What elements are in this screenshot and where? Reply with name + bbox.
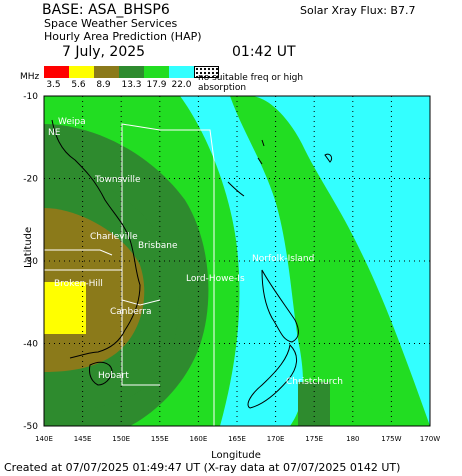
legend-level-3: 8.9 — [96, 80, 111, 90]
place-weipa: Weipa — [58, 117, 86, 127]
longitude-tick-labels: 140E 145E 150E 155E 160E 165E 170E 175E 180 175W 1… — [35, 435, 440, 443]
border-vic — [121, 300, 160, 386]
legend-swatch-1 — [44, 66, 69, 78]
state-borders — [44, 123, 215, 426]
place-townsville: Townsville — [94, 175, 141, 185]
contour-band-nz-dark — [298, 382, 330, 426]
place-ne: NE — [48, 128, 61, 138]
place-norfolk-island: Norfolk-Island — [252, 254, 314, 264]
legend-level-1: 3.5 — [46, 80, 61, 90]
coast-tasmania — [89, 361, 113, 386]
latitude-tick-label: -30 — [23, 257, 38, 267]
legend-swatch-5 — [144, 66, 169, 78]
legend-swatch-6 — [169, 66, 194, 78]
latitude-tick-label: -40 — [23, 340, 38, 350]
latitude-tick-labels: -10 -20 -30 -40 -50 — [23, 92, 38, 432]
service-name: Space Weather Services — [44, 17, 178, 30]
coast-nz-south — [247, 343, 297, 409]
footer-created-at: Created at 07/07/2025 01:49:47 UT (X-ray… — [4, 461, 401, 474]
longitude-tick-label: 165E — [228, 435, 246, 443]
place-canberra: Canberra — [110, 307, 152, 317]
coast-nz-north — [261, 269, 299, 343]
longitude-tick-label: 145E — [74, 435, 92, 443]
product-name: Hourly Area Prediction (HAP) — [44, 30, 202, 43]
map-frame — [43, 95, 431, 427]
coastlines — [51, 119, 333, 409]
legend-unit: MHz — [20, 72, 40, 82]
prediction-date: 7 July, 2025 — [62, 44, 146, 60]
coast-australia — [51, 119, 141, 359]
legend-no-freq-note: no suitable freq or high absorption — [198, 73, 304, 93]
place-broken-hill: Broken-Hill — [54, 279, 103, 289]
place-brisbane: Brisbane — [138, 241, 178, 251]
place-hobart: Hobart — [98, 371, 129, 381]
legend-level-5: 17.9 — [146, 80, 167, 90]
place-charleville: Charleville — [90, 232, 138, 242]
place-lord-howe-is: Lord-Howe-Is — [186, 274, 245, 284]
place-labels: Weipa NE Townsville Charleville Brisbane… — [48, 117, 343, 387]
longitude-tick-label: 160E — [190, 435, 208, 443]
coast-fiji — [324, 153, 333, 163]
border-nsw — [121, 270, 161, 306]
legend-swatch-no-freq — [194, 66, 219, 78]
prediction-time: 01:42 UT — [232, 44, 296, 60]
solar-xray-flux-label: Solar Xray Flux: B7.7 — [300, 4, 416, 17]
longitude-tick-label: 175W — [381, 435, 401, 443]
latitude-tick-label: -20 — [23, 175, 38, 185]
longitude-tick-label: 150E — [112, 435, 130, 443]
legend-swatch-3 — [94, 66, 119, 78]
longitude-tick-label: 170W — [420, 435, 440, 443]
legend-swatch-2 — [69, 66, 94, 78]
place-christchurch: Christchurch — [286, 377, 343, 387]
base-station-label: BASE: ASA_BHSP6 — [42, 2, 170, 18]
latitude-axis-label: Latitude — [23, 227, 34, 268]
coast-new-caledonia — [227, 181, 245, 197]
legend-level-2: 5.6 — [71, 80, 86, 90]
longitude-tick-label: 180 — [346, 435, 359, 443]
longitude-tick-label: 140E — [35, 435, 53, 443]
legend-level-6: 22.0 — [171, 80, 192, 90]
legend-swatch-4 — [119, 66, 144, 78]
longitude-tick-label: 175E — [305, 435, 323, 443]
border-sa — [44, 249, 113, 256]
longitude-tick-label: 155E — [151, 435, 169, 443]
coast-vanuatu — [257, 139, 265, 165]
legend-level-4: 13.3 — [121, 80, 142, 90]
contour-band-2 — [44, 282, 86, 334]
longitude-axis-label: Longitude — [211, 450, 261, 461]
latitude-tick-label: -50 — [23, 422, 38, 432]
latitude-tick-label: -10 — [23, 92, 38, 102]
longitude-tick-label: 170E — [267, 435, 285, 443]
